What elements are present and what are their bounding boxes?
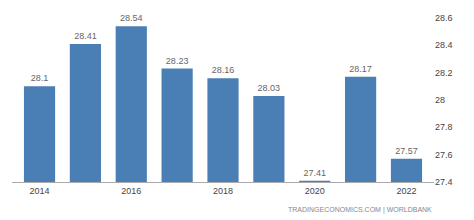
svg-text:27.4: 27.4 (435, 177, 453, 187)
svg-text:28.1: 28.1 (31, 73, 49, 83)
svg-text:28.41: 28.41 (74, 31, 97, 41)
svg-text:28.4: 28.4 (435, 40, 453, 50)
svg-text:2016: 2016 (121, 186, 141, 196)
svg-text:28.54: 28.54 (120, 13, 143, 23)
svg-text:28.23: 28.23 (166, 56, 189, 66)
svg-text:2020: 2020 (305, 186, 325, 196)
svg-text:2014: 2014 (30, 186, 50, 196)
svg-text:28: 28 (435, 95, 445, 105)
svg-text:28.2: 28.2 (435, 68, 453, 78)
svg-text:27.41: 27.41 (303, 168, 326, 178)
svg-text:2018: 2018 (213, 186, 233, 196)
svg-text:28.6: 28.6 (435, 13, 453, 23)
svg-text:28.03: 28.03 (258, 83, 281, 93)
svg-text:27.57: 27.57 (395, 146, 418, 156)
svg-text:28.17: 28.17 (349, 64, 372, 74)
svg-text:28.16: 28.16 (212, 65, 235, 75)
svg-text:27.6: 27.6 (435, 150, 453, 160)
svg-text:2022: 2022 (396, 186, 416, 196)
svg-text:27.8: 27.8 (435, 122, 453, 132)
svg-text:TRADINGECONOMICS.COM | WORLDBA: TRADINGECONOMICS.COM | WORLDBANK (288, 206, 432, 214)
